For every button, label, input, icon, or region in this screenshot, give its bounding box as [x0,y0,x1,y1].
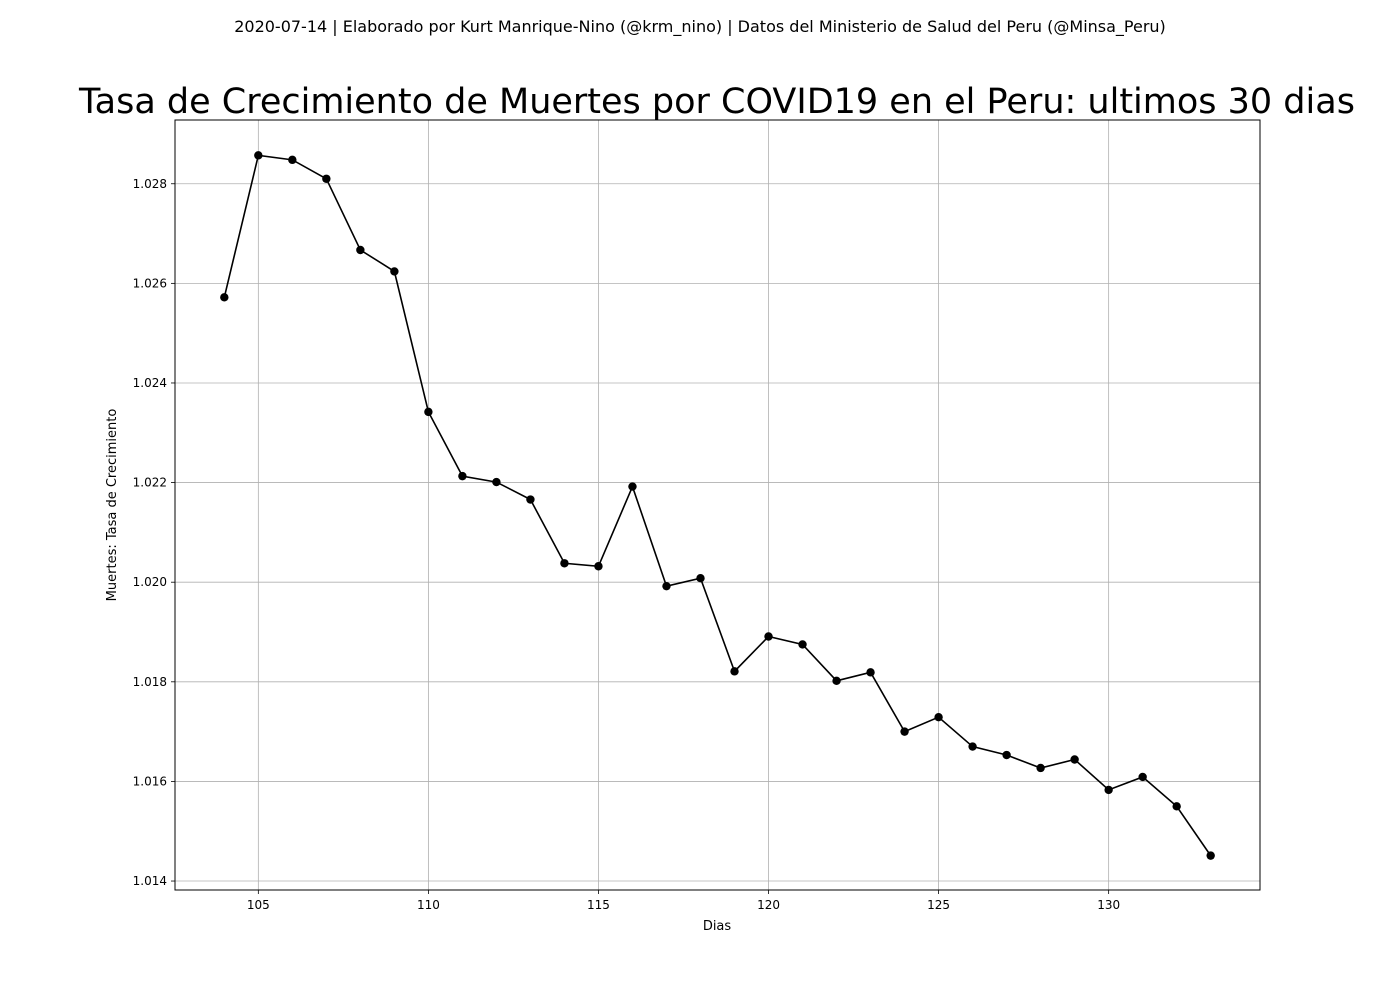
x-tick-label: 110 [417,898,440,912]
x-tick-label: 130 [1097,898,1120,912]
series-group [220,151,1215,860]
data-point [662,581,671,591]
x-axis-ticks: 105 110 115 120 125 130 [247,890,1120,912]
data-point [322,174,331,183]
data-point [1002,750,1011,760]
data-point [424,407,433,417]
data-point [968,742,977,751]
data-point [560,559,569,568]
y-tick-label: 1.016 [133,774,167,788]
data-point [1138,772,1147,782]
y-axis-ticks: 1.014 1.016 1.018 1.020 1.022 1.024 1.026 1.028 [133,177,175,888]
data-point [730,667,739,676]
data-point [356,245,365,255]
data-point [390,267,399,276]
y-tick-label: 1.018 [133,675,167,689]
x-tick-label: 105 [247,898,270,912]
data-point [288,155,297,165]
data-point [866,668,875,677]
data-point [832,676,841,686]
chart-title: Tasa de Crecimiento de Muertes por COVID… [78,82,1355,122]
grid-lines [175,120,1260,890]
x-axis-label: Dias [703,919,732,934]
data-point [1036,763,1045,773]
y-tick-label: 1.014 [133,874,167,888]
plot-area-frame [174,119,1261,891]
data-point [526,495,535,504]
data-point [900,727,909,736]
data-point [628,482,637,491]
data-point [1070,755,1079,764]
data-point [1172,802,1181,811]
chart-suptitle: 2020-07-14 | Elaborado por Kurt Manrique… [234,17,1166,36]
y-tick-label: 1.026 [133,276,167,290]
data-point [696,574,705,583]
y-tick-label: 1.020 [133,575,167,589]
data-point [594,562,603,571]
y-axis-label: Muertes: Tasa de Crecimiento [105,409,120,602]
series-line [223,154,1212,857]
data-point [1104,785,1113,795]
data-point [492,477,501,487]
x-tick-label: 115 [587,898,610,912]
y-tick-label: 1.028 [133,177,167,191]
x-tick-label: 120 [757,898,780,912]
x-tick-label: 125 [927,898,950,912]
data-point [1206,851,1215,860]
y-tick-label: 1.022 [133,476,167,490]
data-point [764,632,773,641]
data-point [220,293,229,302]
data-point [798,640,807,649]
data-point [934,712,943,722]
data-point [458,471,467,481]
data-point [254,151,263,160]
y-tick-label: 1.024 [133,376,167,390]
